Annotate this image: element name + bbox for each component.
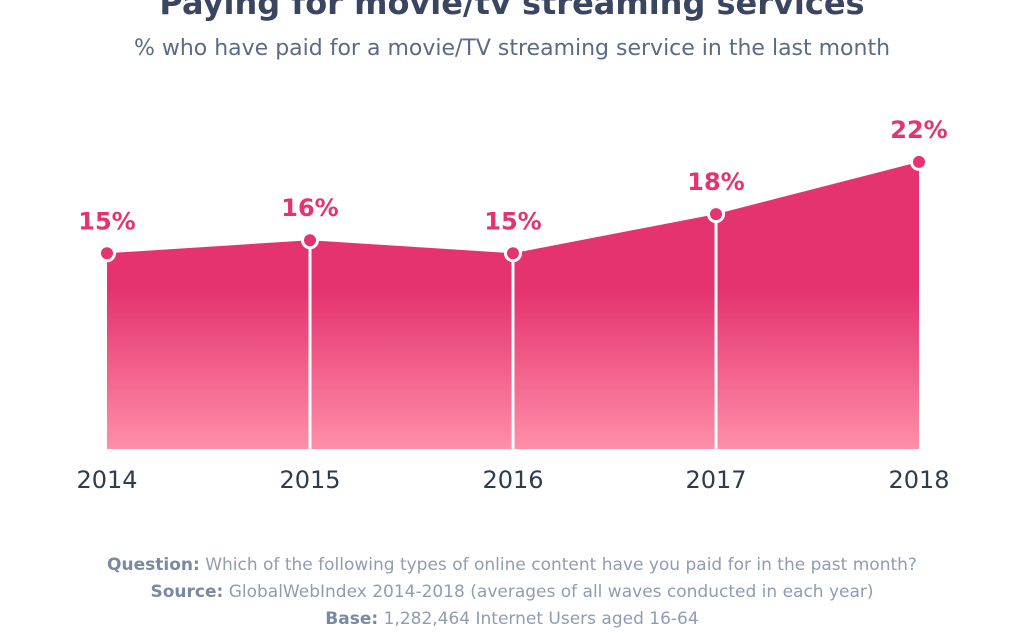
source-text: GlobalWebIndex 2014-2018 (averages of al… bbox=[228, 582, 874, 602]
source-label: Source: bbox=[150, 582, 224, 602]
footer-base: Base: 1,282,464 Internet Users aged 16-6… bbox=[0, 606, 1024, 633]
data-label: 15% bbox=[78, 207, 135, 235]
area-chart: 15% 16% 15% 18% 22% 2014 2015 2016 2017 2018 bbox=[76, 116, 949, 494]
data-point bbox=[98, 244, 116, 263]
base-text: 1,282,464 Internet Users aged 16-64 bbox=[383, 609, 699, 629]
data-point bbox=[707, 205, 725, 224]
question-label: Question: bbox=[107, 555, 200, 575]
x-tick-label: 2014 bbox=[76, 466, 137, 494]
chart-title: Paying for movie/tv streaming services bbox=[159, 0, 865, 22]
footer-source: Source: GlobalWebIndex 2014-2018 (averag… bbox=[0, 579, 1024, 606]
x-tick-label: 2018 bbox=[888, 466, 949, 494]
question-text: Which of the following types of online c… bbox=[205, 555, 917, 575]
data-point bbox=[301, 231, 319, 250]
data-label: 22% bbox=[890, 116, 947, 144]
data-point bbox=[504, 244, 522, 263]
data-point bbox=[910, 152, 928, 171]
chart-subtitle: % who have paid for a movie/TV streaming… bbox=[133, 36, 891, 61]
x-tick-label: 2017 bbox=[685, 466, 746, 494]
data-label: 18% bbox=[687, 168, 744, 196]
x-tick-label: 2015 bbox=[279, 466, 340, 494]
data-label: 16% bbox=[281, 194, 338, 222]
x-tick-label: 2016 bbox=[482, 466, 543, 494]
base-label: Base: bbox=[325, 609, 379, 629]
data-label: 15% bbox=[484, 207, 541, 235]
chart-footer: Question: Which of the following types o… bbox=[0, 552, 1024, 633]
footer-question: Question: Which of the following types o… bbox=[0, 552, 1024, 579]
